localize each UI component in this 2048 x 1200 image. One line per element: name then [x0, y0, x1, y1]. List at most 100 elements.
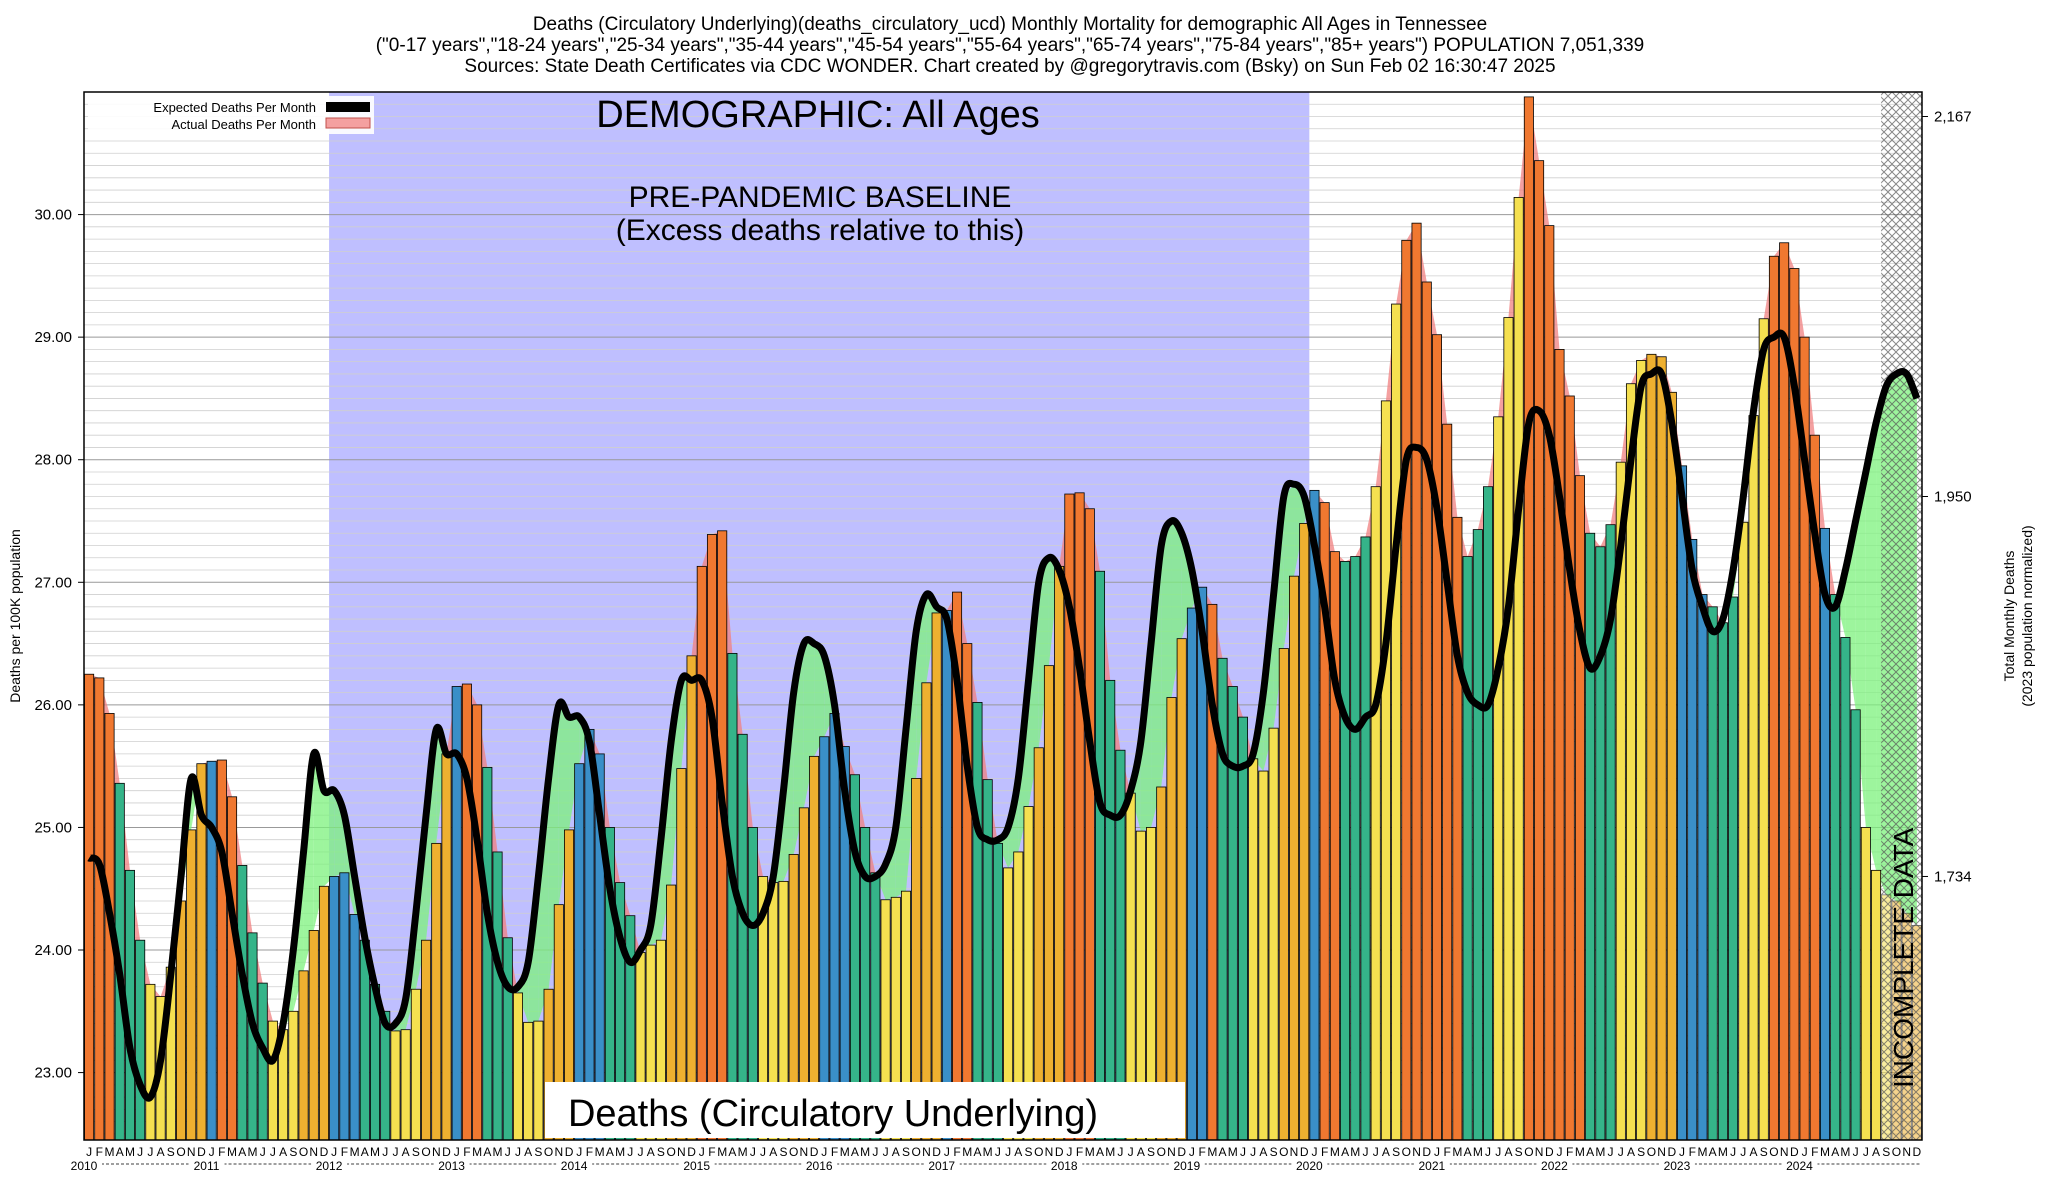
year-tick-label: 2015: [683, 1159, 710, 1173]
year-tick-label: 2024: [1786, 1159, 1813, 1173]
month-tick-label: O: [1034, 1145, 1043, 1159]
bottom-title: Deaths (Circulatory Underlying): [568, 1093, 1098, 1135]
data-bar: [1840, 637, 1851, 1141]
deficit-area: [538, 778, 549, 1022]
month-tick-label: A: [1709, 1145, 1717, 1159]
month-tick-label: A: [1586, 1145, 1594, 1159]
month-tick-label: M: [1207, 1145, 1217, 1159]
data-bar: [186, 829, 197, 1141]
month-tick-label: M: [472, 1145, 482, 1159]
data-bar: [1401, 239, 1412, 1141]
year-label-bg: [678, 1159, 715, 1171]
deficit-area: [1038, 557, 1049, 748]
month-tick-label: F: [831, 1145, 838, 1159]
month-tick-label: O: [666, 1145, 675, 1159]
month-tick-label: J: [699, 1145, 705, 1159]
incomplete-data-label: INCOMPLETE DATA: [1888, 827, 1919, 1088]
data-bar: [1656, 356, 1667, 1141]
data-bar: [1697, 594, 1708, 1141]
month-tick-label: N: [1412, 1145, 1421, 1159]
deficit-area: [303, 753, 314, 971]
month-tick-label: A: [973, 1145, 981, 1159]
month-tick-label: D: [197, 1145, 206, 1159]
month-tick-label: J: [1311, 1145, 1317, 1159]
month-tick-label: A: [1872, 1145, 1880, 1159]
month-tick-label: A: [279, 1145, 287, 1159]
month-tick-label: S: [902, 1145, 910, 1159]
month-tick-label: D: [932, 1145, 941, 1159]
data-bar: [1707, 606, 1718, 1141]
month-tick-label: N: [1167, 1145, 1176, 1159]
year-tick-label: 2016: [806, 1159, 833, 1173]
data-bar: [1860, 827, 1871, 1141]
month-tick-label: M: [1840, 1145, 1850, 1159]
month-tick-label: O: [1892, 1145, 1901, 1159]
month-tick-label: J: [1740, 1145, 1746, 1159]
deficit-area: [681, 680, 690, 769]
data-bar: [1411, 222, 1422, 1141]
month-tick-label: S: [1392, 1145, 1400, 1159]
month-tick-label: J: [1863, 1145, 1869, 1159]
month-tick-label: D: [1422, 1145, 1431, 1159]
month-tick-label: J: [576, 1145, 582, 1159]
month-tick-label: J: [1679, 1145, 1685, 1159]
month-tick-label: J: [1802, 1145, 1808, 1159]
data-bar: [390, 1030, 401, 1141]
month-tick-label: J: [883, 1145, 889, 1159]
month-tick-label: M: [860, 1145, 870, 1159]
month-tick-label: N: [1902, 1145, 1911, 1159]
expected-deaths-line: [87, 329, 1921, 1102]
data-bar: [1544, 225, 1555, 1141]
month-tick-label: F: [1076, 1145, 1083, 1159]
data-bar: [145, 983, 156, 1141]
month-tick-label: A: [116, 1145, 124, 1159]
month-tick-label: M: [738, 1145, 748, 1159]
data-bar: [441, 753, 452, 1141]
year-tick-label: 2011: [194, 1159, 220, 1173]
chart-title-line-1: Deaths (Circulatory Underlying)(deaths_c…: [533, 14, 1487, 35]
data-bar: [1340, 561, 1351, 1141]
data-bar: [298, 970, 309, 1141]
data-bar: [1779, 242, 1790, 1141]
year-label-bg: [311, 1159, 348, 1171]
data-bar: [227, 796, 238, 1141]
month-tick-label: J: [1853, 1145, 1859, 1159]
plot-frame: [83, 91, 1923, 1141]
month-tick-label: J: [270, 1145, 276, 1159]
month-tick-label: J: [1485, 1145, 1491, 1159]
month-tick-label: F: [708, 1145, 715, 1159]
month-tick-label: N: [1290, 1145, 1299, 1159]
month-tick-label: D: [1300, 1145, 1309, 1159]
data-bar: [410, 988, 421, 1141]
deficit-area: [426, 729, 437, 941]
deficit-area: [323, 790, 335, 887]
month-tick-label: J: [944, 1145, 950, 1159]
year-tick-label: 2012: [316, 1159, 343, 1173]
month-tick-label: F: [1689, 1145, 1696, 1159]
month-tick-label: A: [647, 1145, 655, 1159]
month-tick-label: A: [1831, 1145, 1839, 1159]
data-bar: [584, 728, 595, 1141]
data-bar: [267, 1020, 278, 1141]
month-tick-label: O: [421, 1145, 430, 1159]
month-tick-label: J: [1005, 1145, 1011, 1159]
data-bar: [921, 682, 932, 1141]
data-bar: [1534, 160, 1545, 1141]
data-bar: [1442, 423, 1453, 1141]
month-tick-label: F: [953, 1145, 960, 1159]
data-bar: [1758, 318, 1769, 1141]
data-bar: [400, 1029, 411, 1141]
data-bar: [257, 982, 268, 1141]
month-tick-label: D: [810, 1145, 819, 1159]
month-tick-label: N: [187, 1145, 196, 1159]
month-tick-label: S: [1882, 1145, 1890, 1159]
month-tick-label: F: [341, 1145, 348, 1159]
bottom-title-box: [545, 1082, 1185, 1138]
incomplete-data-hatch: [1881, 92, 1922, 1140]
data-bar: [1258, 770, 1269, 1141]
month-tick-label: F: [1444, 1145, 1451, 1159]
month-tick-label: F: [218, 1145, 225, 1159]
month-tick-label: S: [289, 1145, 297, 1159]
month-tick-label: J: [760, 1145, 766, 1159]
month-tick-label: A: [1137, 1145, 1145, 1159]
